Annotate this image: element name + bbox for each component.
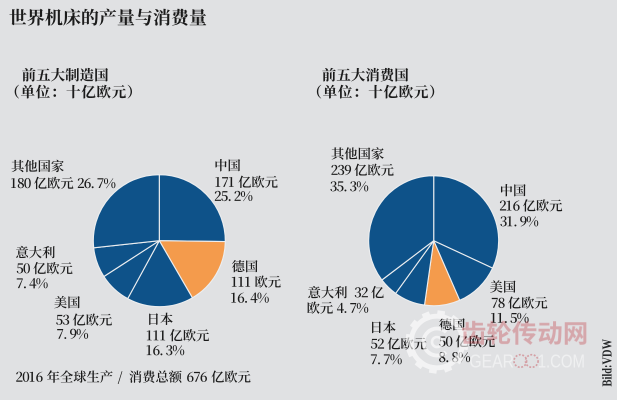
svg-text:1.COM: 1.COM <box>538 352 585 372</box>
svg-text:Bild:VDW: Bild:VDW <box>599 339 614 387</box>
svg-text:GEAR: GEAR <box>469 352 514 372</box>
